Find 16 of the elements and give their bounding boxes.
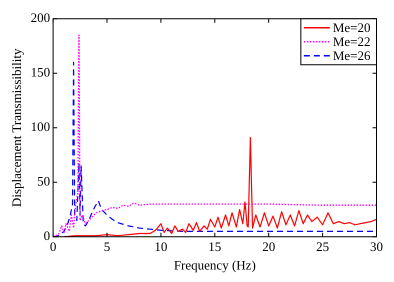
y-tick-label: 100 [30, 119, 50, 134]
legend-label: Me=22 [332, 34, 371, 50]
x-axis-title: Frequency (Hz) [174, 258, 256, 273]
x-tick-label: 5 [104, 239, 110, 254]
x-tick-label: 30 [370, 239, 383, 254]
x-tick-label: 10 [154, 239, 168, 254]
y-tick-label: 50 [37, 174, 50, 189]
x-tick-label: 20 [262, 239, 276, 254]
y-axis-title: Displacement Transmissibility [9, 48, 24, 208]
y-tick-label: 0 [44, 228, 50, 244]
legend-label: Me=20 [332, 20, 371, 36]
legend-label: Me=26 [332, 48, 371, 64]
y-tick-label: 200 [30, 10, 50, 26]
x-tick-label: 25 [316, 239, 330, 254]
y-tick-label: 150 [30, 64, 50, 80]
x-tick-label: 15 [208, 239, 222, 254]
